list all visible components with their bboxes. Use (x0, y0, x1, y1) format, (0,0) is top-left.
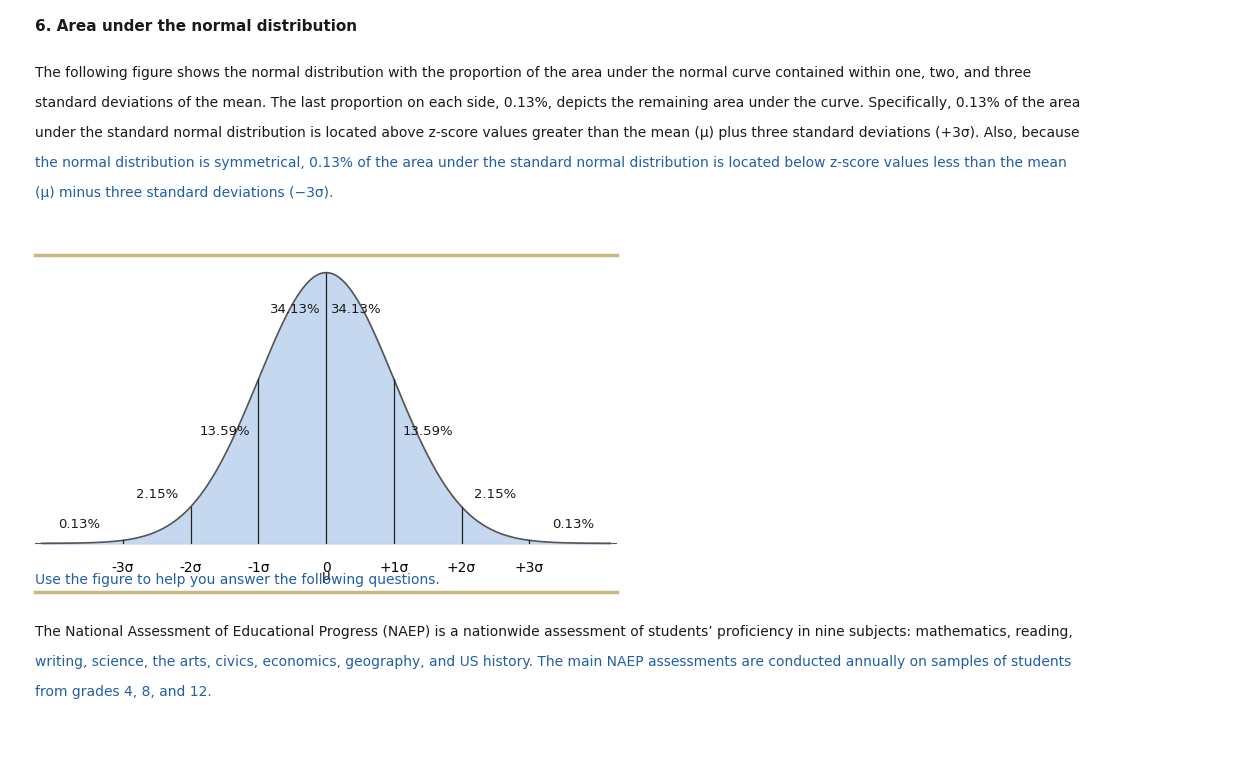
Text: 34.13%: 34.13% (270, 303, 321, 315)
Text: The National Assessment of Educational Progress (NAEP) is a nationwide assessmen: The National Assessment of Educational P… (35, 625, 1073, 639)
Text: writing, science, the arts, civics, economics, geography, and US history. The ma: writing, science, the arts, civics, econ… (35, 656, 1072, 670)
Text: 0.13%: 0.13% (552, 517, 595, 531)
Text: 2.15%: 2.15% (135, 488, 178, 501)
Text: Use the figure to help you answer the following questions.: Use the figure to help you answer the fo… (35, 573, 439, 587)
Text: standard deviations of the mean. The last proportion on each side, 0.13%, depict: standard deviations of the mean. The las… (35, 96, 1080, 110)
Text: The following figure shows the normal distribution with the proportion of the ar: The following figure shows the normal di… (35, 66, 1032, 80)
Text: 34.13%: 34.13% (332, 303, 382, 315)
Text: under the standard normal distribution is located above z-score values greater t: under the standard normal distribution i… (35, 126, 1079, 140)
Text: 6. Area under the normal distribution: 6. Area under the normal distribution (35, 19, 357, 34)
Text: 13.59%: 13.59% (199, 425, 250, 438)
Text: (μ) minus three standard deviations (−3σ).: (μ) minus three standard deviations (−3σ… (35, 186, 333, 200)
Text: from grades 4, 8, and 12.: from grades 4, 8, and 12. (35, 685, 212, 699)
Text: 13.59%: 13.59% (402, 425, 453, 438)
Text: μ: μ (322, 569, 331, 583)
Text: the normal distribution is symmetrical, 0.13% of the area under the standard nor: the normal distribution is symmetrical, … (35, 155, 1067, 170)
Text: 2.15%: 2.15% (475, 488, 517, 501)
Text: 0.13%: 0.13% (58, 517, 100, 531)
